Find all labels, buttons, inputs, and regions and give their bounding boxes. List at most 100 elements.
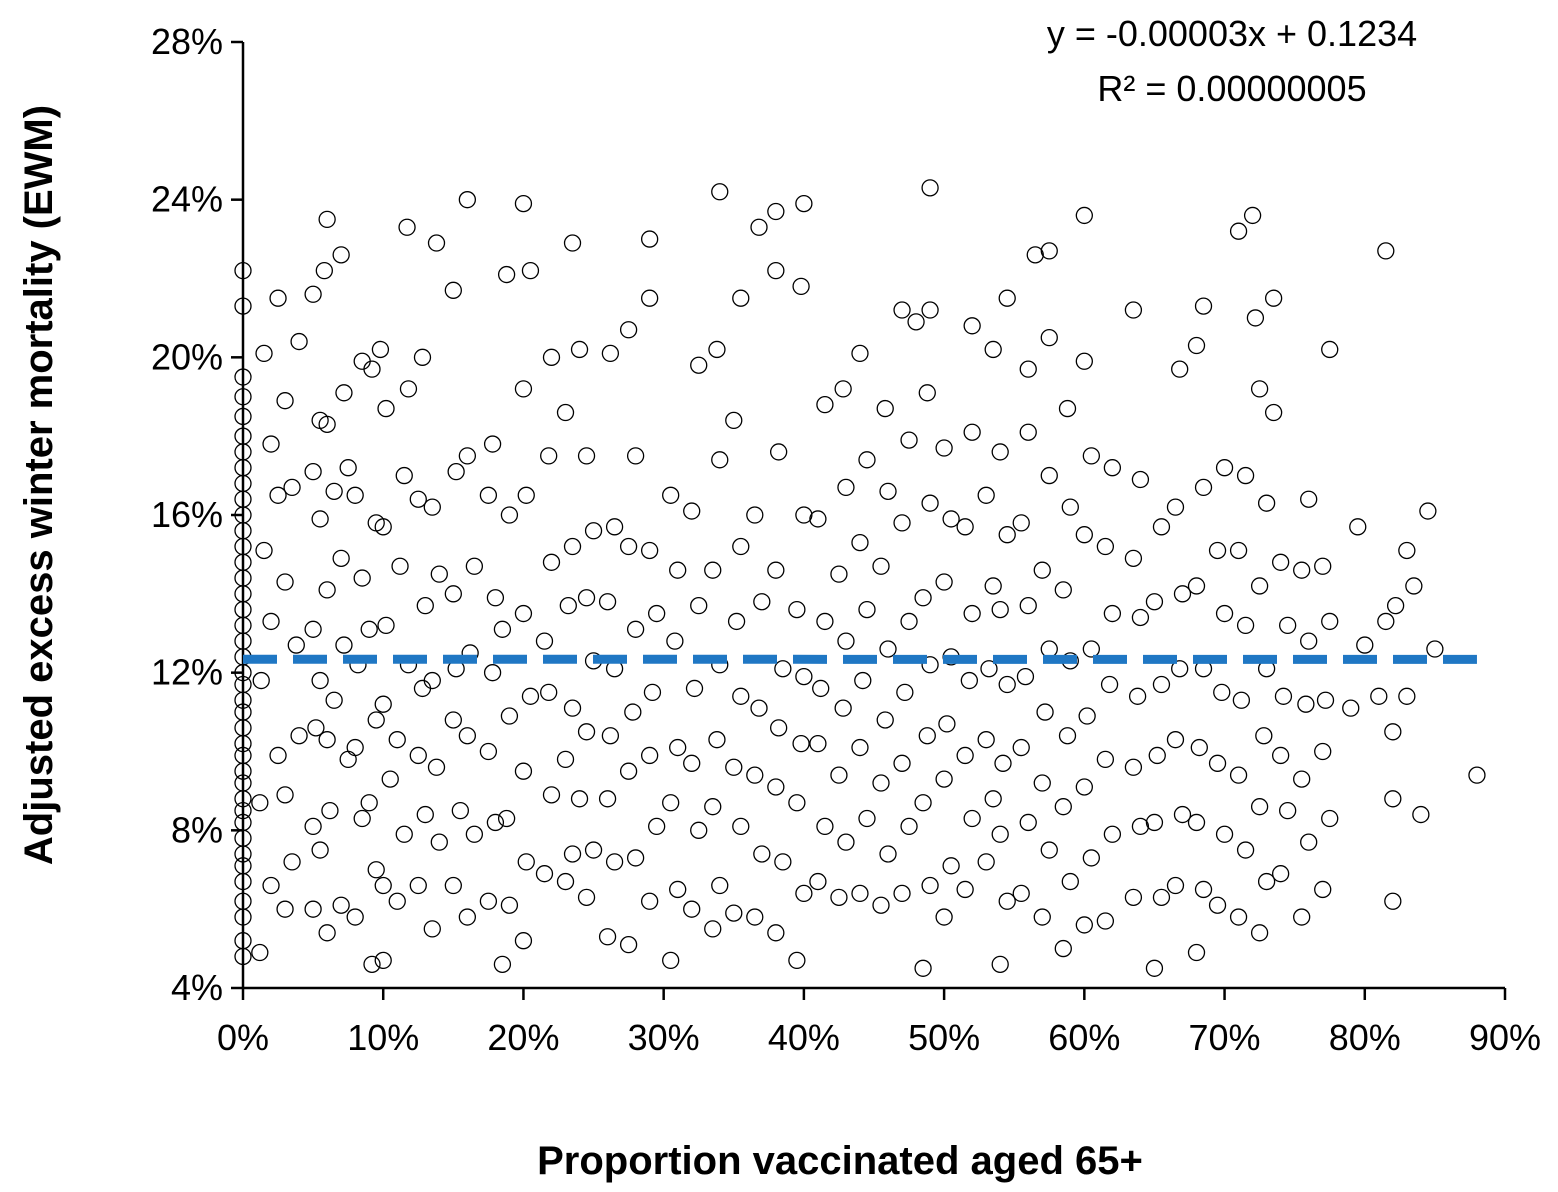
data-point [1314,880,1332,899]
data-point [458,191,477,209]
data-point [619,935,638,954]
data-point [1194,478,1213,497]
data-point [746,908,764,926]
data-point [938,715,956,733]
y-tick-label: 12% [151,652,223,693]
data-point [399,380,418,398]
data-point [991,600,1009,619]
data-point [374,518,392,536]
data-point [234,801,252,820]
data-point [1075,206,1093,225]
data-point [1194,297,1213,315]
data-point [465,557,484,575]
data-point [269,486,287,504]
data-point [963,423,981,441]
data-point [837,478,855,497]
data-point [1054,798,1072,816]
data-point [1075,352,1093,370]
data-point [377,616,395,635]
data-point [1321,612,1339,631]
data-point [977,853,995,871]
data-point [640,289,659,307]
data-point [1019,360,1037,378]
data-point [732,289,750,307]
data-point [914,794,932,812]
data-point [854,671,872,690]
data-point [1271,553,1290,571]
data-point [486,589,505,607]
data-point [1279,801,1297,820]
data-point [1293,908,1311,926]
data-point [318,415,336,433]
data-point [619,762,638,780]
data-point [598,928,617,946]
data-point [262,435,280,453]
data-point [1321,809,1339,828]
data-point [493,955,512,973]
data-point [601,344,620,363]
data-point [1229,541,1248,560]
data-point [1187,577,1206,595]
data-point [830,766,848,784]
data-point [767,561,785,579]
data-point [416,597,434,615]
data-point [900,817,918,836]
data-point [367,711,385,729]
data-point [540,683,558,702]
data-point [269,289,287,307]
data-point [977,486,995,504]
data-point [662,794,680,812]
data-point [325,691,343,709]
data-point [619,537,638,556]
data-point [1356,636,1374,654]
data-point [1019,423,1037,441]
data-point [577,888,596,906]
data-point [1012,884,1030,903]
data-point [521,261,540,280]
data-point [1250,798,1269,816]
data-point [444,876,462,895]
data-point [914,589,932,607]
data-point [1166,731,1185,749]
data-point [1274,687,1293,705]
data-point [788,794,806,812]
data-point [935,439,953,457]
data-point [311,841,329,859]
data-point [1370,687,1388,705]
data-point [398,218,416,236]
data-point [234,407,252,426]
data-point [640,892,659,910]
data-point [767,778,785,796]
data-point [1213,683,1231,702]
data-point [648,817,666,836]
y-tick-label: 16% [151,494,223,535]
data-point [1257,872,1276,891]
data-point [255,344,273,363]
data-point [1012,738,1030,757]
data-point [858,809,876,828]
data-point [792,277,810,296]
data-point [1279,616,1297,635]
x-tick-label: 10% [347,1017,419,1058]
data-point [556,403,575,422]
data-point [767,924,785,942]
data-point [315,261,333,280]
data-point [377,399,395,418]
data-point [1058,399,1077,418]
data-point [598,790,617,808]
data-point [601,727,620,745]
data-point [788,600,806,619]
data-point [234,703,252,721]
data-point [788,951,806,970]
data-point [984,790,1002,808]
data-point [942,510,960,528]
data-point [1040,328,1058,347]
data-point [584,841,603,859]
data-point [1128,687,1147,705]
data-point [1271,865,1290,883]
data-point [1377,612,1395,631]
data-point [708,340,726,359]
data-point [626,849,645,867]
data-point [795,667,813,686]
